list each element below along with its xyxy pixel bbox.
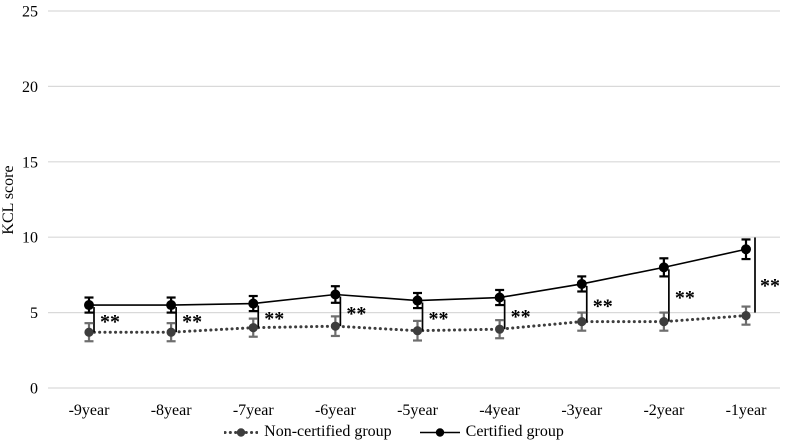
significance-label: ** [760,275,780,297]
certified-data-point [741,244,751,255]
significance-label: ** [511,306,531,328]
certified-data-point [248,298,259,309]
non-certified-data-point [166,327,176,337]
x-axis-tick-label: -7year [233,402,275,419]
legend-item-non-certified: Non-certified group [224,423,392,441]
significance-label: ** [264,308,284,330]
x-axis-tick-label: -3year [561,402,603,419]
y-axis-tick-label: 15 [22,154,38,171]
chart-legend: Non-certified group Certified group [0,421,788,443]
non-certified-data-point [659,317,669,327]
non-certified-data-point [741,311,751,321]
certified-data-point [412,295,423,306]
y-axis-tick-label: 20 [22,79,38,96]
non-certified-data-point [330,321,340,331]
certified-data-point [84,300,94,311]
x-axis-tick-label: -8year [151,402,193,419]
legend-label-certified: Certified group [465,423,564,440]
certified-data-point [330,289,341,300]
x-axis-tick-label: -4year [479,402,521,419]
certified-data-point [576,278,587,289]
non-certified-data-point [412,326,423,336]
non-certified-data-point [248,323,258,333]
non-certified-data-point [577,317,587,327]
solid-line-circle-marker-icon [419,427,460,437]
significance-label: ** [675,287,695,309]
x-axis-tick-label: -5year [397,402,439,419]
x-axis-tick-label: -1year [726,402,768,419]
x-axis-tick-label: -9year [69,402,111,419]
y-axis-tick-label: 0 [30,381,38,398]
significance-label: ** [593,295,613,317]
certified-data-point [166,300,177,311]
legend-item-certified: Certified group [419,423,564,441]
significance-label: ** [100,311,120,333]
certified-data-point [658,262,669,273]
significance-label: ** [182,311,202,333]
y-axis-title: KCL score [0,165,17,234]
significance-label: ** [346,303,366,325]
non-certified-data-point [495,324,505,334]
x-axis-tick-label: -6year [315,402,357,419]
certified-data-point [494,292,505,303]
y-axis-tick-label: 25 [22,4,38,21]
dotted-line-circle-marker-icon [224,427,259,437]
y-axis-tick-label: 5 [30,305,38,322]
x-axis-tick-label: -2year [643,402,685,419]
legend-label-non-certified: Non-certified group [264,423,392,440]
y-axis-tick-label: 10 [22,230,38,247]
non-certified-data-point [84,327,94,337]
significance-label: ** [429,308,449,330]
